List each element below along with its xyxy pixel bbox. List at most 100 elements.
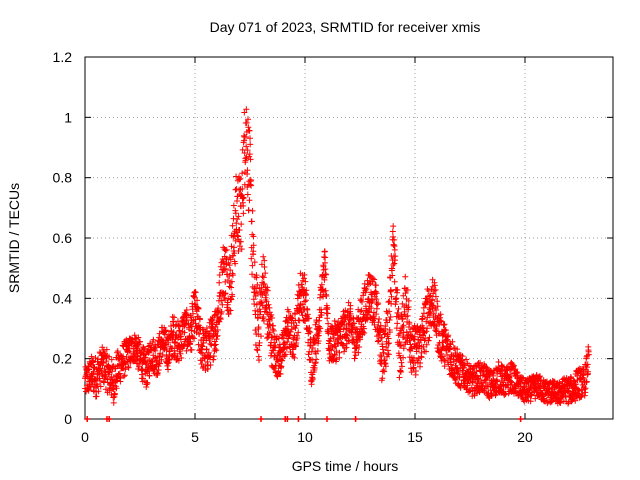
data-point — [284, 323, 291, 330]
data-point — [227, 267, 234, 274]
data-point — [512, 366, 519, 373]
data-point — [427, 309, 434, 316]
data-point — [301, 271, 308, 278]
data-point — [270, 322, 277, 329]
data-point — [358, 296, 365, 303]
data-point — [164, 360, 171, 367]
data-point — [402, 290, 409, 297]
y-tick-label: 0.4 — [53, 290, 73, 306]
data-point — [336, 349, 343, 356]
data-point — [231, 250, 238, 257]
data-point — [313, 356, 320, 363]
baseline-marker — [284, 416, 291, 422]
data-point — [226, 262, 233, 269]
data-point — [497, 382, 504, 389]
y-tick-labels: 0 0.2 0.4 0.6 0.8 1 1.2 — [53, 49, 73, 427]
data-point — [341, 321, 348, 328]
data-point — [89, 373, 96, 380]
data-point — [125, 345, 132, 352]
data-point — [150, 336, 157, 343]
data-point — [485, 393, 492, 400]
data-point — [343, 331, 350, 338]
data-point — [238, 221, 245, 228]
data-point — [234, 216, 241, 223]
data-point — [372, 282, 379, 289]
data-point — [585, 368, 592, 375]
data-point — [386, 329, 393, 336]
data-point — [482, 363, 489, 370]
data-point — [212, 345, 219, 352]
data-point — [89, 359, 96, 366]
data-point — [304, 325, 311, 332]
data-point — [268, 311, 275, 318]
data-point — [350, 336, 357, 343]
data-point — [376, 315, 383, 322]
data-point — [400, 345, 407, 352]
data-point — [189, 310, 196, 317]
data-point — [570, 377, 577, 384]
data-point — [434, 298, 441, 305]
data-point — [207, 362, 214, 369]
y-axis-label: SRMTID / TECUs — [6, 183, 22, 293]
data-point — [262, 306, 269, 313]
data-point — [152, 347, 159, 354]
data-point — [266, 318, 273, 325]
data-point — [230, 252, 237, 259]
data-point — [361, 330, 368, 337]
data-point — [261, 264, 268, 271]
data-point — [244, 116, 251, 123]
data-point — [331, 352, 338, 359]
data-point — [109, 385, 116, 392]
data-point — [243, 106, 250, 113]
data-point — [405, 297, 412, 304]
data-point — [393, 295, 400, 302]
data-point — [192, 300, 199, 307]
data-point — [244, 167, 251, 174]
data-point — [425, 337, 432, 344]
baseline-markers — [84, 416, 524, 422]
y-tick-label: 0.2 — [53, 351, 73, 367]
data-point — [251, 259, 258, 266]
data-point — [411, 333, 418, 340]
data-point — [103, 346, 110, 353]
data-point — [229, 270, 236, 277]
data-point — [228, 278, 235, 285]
data-point — [93, 393, 100, 400]
data-point — [305, 351, 312, 358]
data-point — [247, 135, 253, 142]
data-point — [192, 289, 199, 296]
data-point — [346, 317, 353, 324]
data-point — [256, 306, 263, 313]
data-point — [261, 257, 268, 264]
data-point — [335, 319, 342, 326]
data-point — [110, 386, 117, 393]
data-point — [345, 320, 352, 327]
data-point — [264, 287, 271, 294]
data-point — [418, 354, 425, 361]
data-point — [391, 236, 398, 243]
data-point — [237, 175, 244, 182]
data-point — [318, 311, 325, 318]
data-point — [254, 347, 261, 354]
data-point — [110, 379, 117, 386]
data-point — [243, 154, 250, 161]
data-point — [312, 321, 319, 328]
data-point — [547, 399, 554, 406]
data-point — [322, 291, 329, 298]
data-point — [325, 320, 332, 327]
data-point — [401, 308, 408, 315]
data-point — [196, 316, 203, 323]
data-point — [218, 308, 225, 315]
data-point — [203, 346, 210, 353]
data-point — [424, 325, 431, 332]
data-point — [262, 270, 269, 277]
data-point — [390, 233, 396, 240]
data-point — [408, 369, 415, 376]
data-point — [363, 285, 370, 292]
data-point — [324, 310, 331, 317]
data-point — [258, 299, 265, 306]
data-point — [419, 313, 426, 320]
x-axis-label: GPS time / hours — [292, 458, 399, 474]
data-point — [249, 262, 256, 269]
data-point — [304, 311, 311, 318]
